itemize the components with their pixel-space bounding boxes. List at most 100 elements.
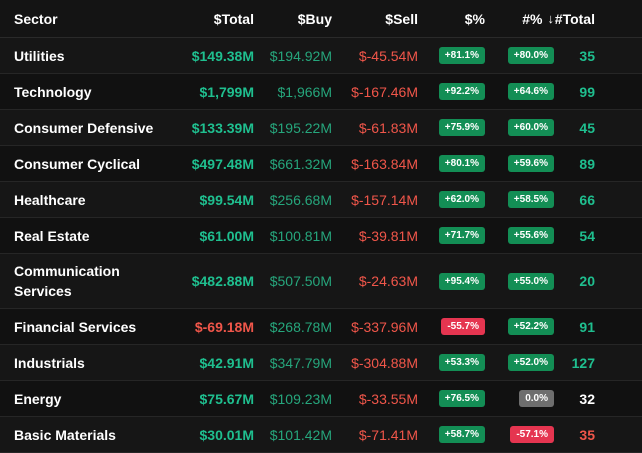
count-cell: 45 — [579, 119, 595, 136]
total-cell: $61.00M — [199, 227, 254, 244]
column-header-pct[interactable]: $% — [418, 11, 485, 27]
count-pct-badge: +52.0% — [507, 354, 554, 371]
sell-cell: $-39.81M — [358, 227, 418, 244]
sell-cell: $-24.63M — [358, 273, 418, 289]
sector-cell: Consumer Cyclical — [14, 155, 141, 172]
pct-badge: +75.9% — [438, 119, 485, 136]
pct-badge: +95.4% — [438, 272, 485, 290]
count-pct-badge: +59.6% — [507, 155, 554, 172]
sector-cell: Industrials — [14, 354, 85, 371]
buy-cell: $661.32M — [269, 155, 332, 172]
pct-cell: +71.7% — [418, 227, 485, 244]
sector-cell: Communication Services — [14, 263, 120, 299]
table-row[interactable]: Industrials $42.91M $347.79M $-304.88M +53.3… — [0, 345, 642, 381]
pct-cell: +62.0% — [418, 191, 485, 208]
pct-badge: +58.7% — [438, 426, 485, 443]
sell-cell: $-33.55M — [358, 390, 418, 407]
count-pct-cell: +59.6% — [485, 155, 554, 172]
table-header: Sector $Total $Buy $Sell $% #% ↓ #Total — [0, 0, 642, 38]
count-cell: 35 — [579, 47, 595, 64]
sell-cell: $-61.83M — [358, 119, 418, 136]
count-cell: 54 — [579, 227, 595, 244]
sell-cell: $-167.46M — [351, 83, 418, 100]
sector-cell: Technology — [14, 83, 92, 100]
sector-cell: Consumer Defensive — [14, 119, 154, 136]
pct-cell: +53.3% — [418, 354, 485, 371]
total-cell: $99.54M — [199, 191, 254, 208]
pct-cell: +58.7% — [418, 426, 485, 443]
buy-cell: $195.22M — [269, 119, 332, 136]
column-header-count-pct[interactable]: #% ↓ — [485, 11, 554, 27]
count-pct-cell: +52.0% — [485, 354, 554, 371]
table-row[interactable]: Real Estate $61.00M $100.81M $-39.81M +71.7%… — [0, 218, 642, 254]
buy-cell: $109.23M — [269, 390, 332, 407]
buy-cell: $268.78M — [269, 318, 332, 335]
count-cell: 32 — [579, 390, 595, 407]
total-cell: $133.39M — [191, 119, 254, 136]
sell-cell: $-163.84M — [351, 155, 418, 172]
total-cell: $42.91M — [199, 354, 254, 371]
sell-cell: $-337.96M — [351, 318, 418, 335]
count-pct-badge: +55.0% — [507, 272, 554, 290]
buy-cell: $347.79M — [269, 354, 332, 371]
table-row[interactable]: Utilities $149.38M $194.92M $-45.54M +81.1% +… — [0, 38, 642, 74]
count-pct-cell: +58.5% — [485, 191, 554, 208]
count-cell: 20 — [579, 273, 595, 289]
pct-badge: +71.7% — [438, 227, 485, 244]
count-pct-cell: 0.0% — [485, 390, 554, 407]
column-header-pct-label: $% — [464, 10, 485, 27]
table-row[interactable]: Energy $75.67M $109.23M $-33.55M +76.5% 0.0% 3… — [0, 381, 642, 417]
sell-cell: $-157.14M — [351, 191, 418, 208]
total-cell: $497.48M — [191, 155, 254, 172]
table-row[interactable]: Consumer Defensive $133.39M $195.22M $-61.8… — [0, 110, 642, 146]
count-cell: 127 — [571, 354, 595, 371]
pct-cell: -55.7% — [418, 318, 485, 335]
count-pct-cell: +55.0% — [485, 272, 554, 290]
table-row[interactable]: Healthcare $99.54M $256.68M $-157.14M +62.0%… — [0, 182, 642, 218]
pct-cell: +92.2% — [418, 83, 485, 100]
column-header-buy[interactable]: $Buy — [297, 10, 332, 27]
buy-cell: $100.81M — [269, 227, 332, 244]
count-cell: 66 — [579, 191, 595, 208]
count-cell: 91 — [579, 318, 595, 335]
count-cell: 35 — [579, 426, 595, 443]
arrow-down-icon: ↓ — [547, 11, 555, 26]
count-pct-badge: -57.1% — [510, 426, 554, 443]
count-pct-badge: +58.5% — [507, 191, 554, 208]
sector-cell: Financial Services — [14, 318, 137, 335]
column-header-count-pct-label: #% — [522, 10, 543, 27]
pct-badge: +92.2% — [438, 83, 485, 100]
count-cell: 99 — [579, 83, 595, 100]
sector-cell: Real Estate — [14, 227, 90, 244]
count-pct-badge: +64.6% — [507, 83, 554, 100]
buy-cell: $1,966M — [277, 83, 332, 100]
table-row[interactable]: Communication Services $482.88M $507.50M $-… — [0, 254, 642, 309]
sector-cell: Utilities — [14, 47, 65, 64]
table-row[interactable]: Financial Services $-69.18M $268.78M $-337.… — [0, 309, 642, 345]
sell-cell: $-304.88M — [351, 354, 418, 371]
pct-badge: -55.7% — [441, 318, 485, 335]
table-row[interactable]: Consumer Cyclical $497.48M $661.32M $-163.8… — [0, 146, 642, 182]
buy-cell: $507.50M — [269, 273, 332, 289]
count-pct-cell: -57.1% — [485, 426, 554, 443]
pct-cell: +80.1% — [418, 155, 485, 172]
sell-cell: $-71.41M — [358, 426, 418, 443]
sector-cell: Energy — [14, 390, 62, 407]
column-header-sector[interactable]: Sector — [14, 10, 58, 27]
count-pct-cell: +55.6% — [485, 227, 554, 244]
column-header-count[interactable]: #Total — [554, 10, 595, 27]
total-cell: $482.88M — [191, 273, 254, 289]
pct-cell: +81.1% — [418, 47, 485, 64]
count-pct-badge: 0.0% — [519, 390, 554, 407]
table-body: Utilities $149.38M $194.92M $-45.54M +81.1% +… — [0, 38, 642, 453]
total-cell: $1,799M — [199, 83, 254, 100]
column-header-total[interactable]: $Total — [213, 10, 254, 27]
sell-cell: $-45.54M — [358, 47, 418, 64]
pct-badge: +81.1% — [438, 47, 485, 64]
column-header-sell[interactable]: $Sell — [385, 10, 418, 27]
table-row[interactable]: Basic Materials $30.01M $101.42M $-71.41M +5… — [0, 417, 642, 453]
total-cell: $30.01M — [199, 426, 254, 443]
pct-badge: +80.1% — [438, 155, 485, 172]
count-pct-badge: +52.2% — [507, 318, 554, 335]
table-row[interactable]: Technology $1,799M $1,966M $-167.46M +92.2% +… — [0, 74, 642, 110]
